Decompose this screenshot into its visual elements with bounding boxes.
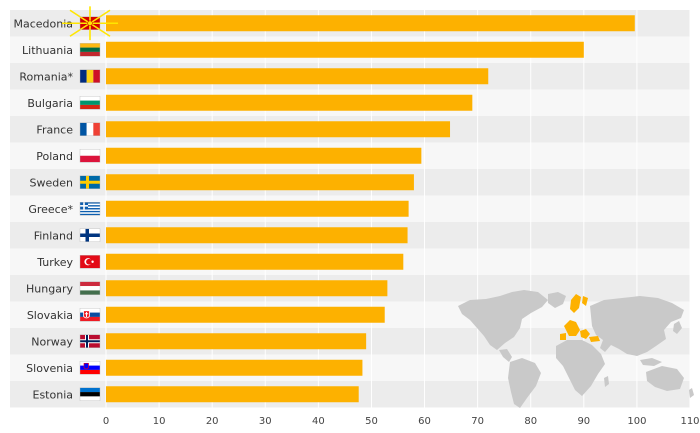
map-finland-highlight <box>582 296 588 306</box>
map-madagascar <box>604 376 609 387</box>
map-south-america <box>508 358 541 408</box>
slovakia-flag-icon <box>79 308 101 322</box>
bar-hungary <box>106 280 388 297</box>
map-australia <box>646 366 684 391</box>
map-turkey-highlight <box>589 336 600 342</box>
category-label-estonia: Estonia <box>33 388 74 401</box>
macedonia-flag-icon <box>62 6 118 41</box>
category-label-bulgaria: Bulgaria <box>27 97 73 110</box>
map-central-america <box>499 349 512 362</box>
bar-slovakia <box>106 306 385 323</box>
world-map-icon <box>458 290 694 408</box>
x-tick-label-100: 100 <box>627 416 646 427</box>
x-tick-label-50: 50 <box>365 416 378 427</box>
bar-turkey <box>106 253 404 270</box>
x-tick-label-70: 70 <box>471 416 484 427</box>
map-japan <box>673 321 682 334</box>
bar-slovenia <box>106 359 363 376</box>
bars <box>106 15 635 403</box>
map-indonesia <box>640 358 662 366</box>
x-tick-label-0: 0 <box>103 416 109 427</box>
category-label-slovenia: Slovenia <box>26 362 73 375</box>
map-africa <box>556 340 605 396</box>
category-label-norway: Norway <box>31 335 73 348</box>
bar-finland <box>106 227 408 244</box>
category-label-sweden: Sweden <box>30 176 73 189</box>
bar-norway <box>106 333 367 350</box>
map-new-zealand <box>689 388 694 398</box>
norway-flag-icon <box>79 334 101 348</box>
map-europe-highlight <box>564 320 580 336</box>
romania-flag-icon <box>79 69 101 83</box>
category-label-romania: Romania* <box>19 70 73 83</box>
x-tick-label-80: 80 <box>524 416 537 427</box>
category-label-hungary: Hungary <box>26 282 73 295</box>
bar-sweden <box>106 174 414 191</box>
hungary-flag-icon <box>79 281 101 295</box>
x-axis-ticks: 0 10 20 30 40 50 60 70 80 90 100 110 <box>103 416 700 427</box>
bar-macedonia <box>106 15 635 32</box>
finland-flag-icon <box>79 228 101 242</box>
map-iberia-highlight <box>560 333 566 340</box>
category-labels: Macedonia Lithuania Romania* Bulgaria France… <box>13 17 73 401</box>
category-label-turkey: Turkey <box>36 256 73 269</box>
map-scandinavia-highlight <box>570 294 581 313</box>
bar-estonia <box>106 386 359 403</box>
slovenia-flag-icon <box>79 361 101 375</box>
bar-poland <box>106 147 422 164</box>
x-tick-label-20: 20 <box>206 416 219 427</box>
country-flags <box>62 6 118 401</box>
bar-bulgaria <box>106 94 473 111</box>
x-tick-label-90: 90 <box>577 416 590 427</box>
poland-flag-icon <box>79 149 101 163</box>
category-label-finland: Finland <box>34 229 73 242</box>
x-tick-label-60: 60 <box>418 416 431 427</box>
category-label-greece: Greece* <box>28 203 73 216</box>
category-label-lithuania: Lithuania <box>22 44 73 57</box>
category-label-poland: Poland <box>36 150 73 163</box>
france-flag-icon <box>79 122 101 136</box>
greece-flag-icon <box>79 202 101 216</box>
bar-lithuania <box>106 41 584 58</box>
category-label-macedonia: Macedonia <box>13 17 73 30</box>
lithuania-flag-icon <box>79 43 101 57</box>
map-asia <box>590 296 684 356</box>
estonia-flag-icon <box>79 387 101 401</box>
category-label-france: France <box>36 123 73 136</box>
x-tick-label-40: 40 <box>312 416 325 427</box>
x-tick-label-10: 10 <box>153 416 166 427</box>
turkey-flag-icon <box>79 255 101 269</box>
category-label-slovakia: Slovakia <box>27 309 73 322</box>
map-balkans-highlight <box>580 329 590 339</box>
map-north-america <box>458 290 548 350</box>
x-tick-label-110: 110 <box>680 416 699 427</box>
bar-greece <box>106 200 409 217</box>
map-greenland <box>548 292 566 308</box>
bar-romania <box>106 68 489 85</box>
sweden-flag-icon <box>79 175 101 189</box>
bar-france <box>106 121 451 138</box>
bulgaria-flag-icon <box>79 96 101 110</box>
x-tick-label-30: 30 <box>259 416 272 427</box>
